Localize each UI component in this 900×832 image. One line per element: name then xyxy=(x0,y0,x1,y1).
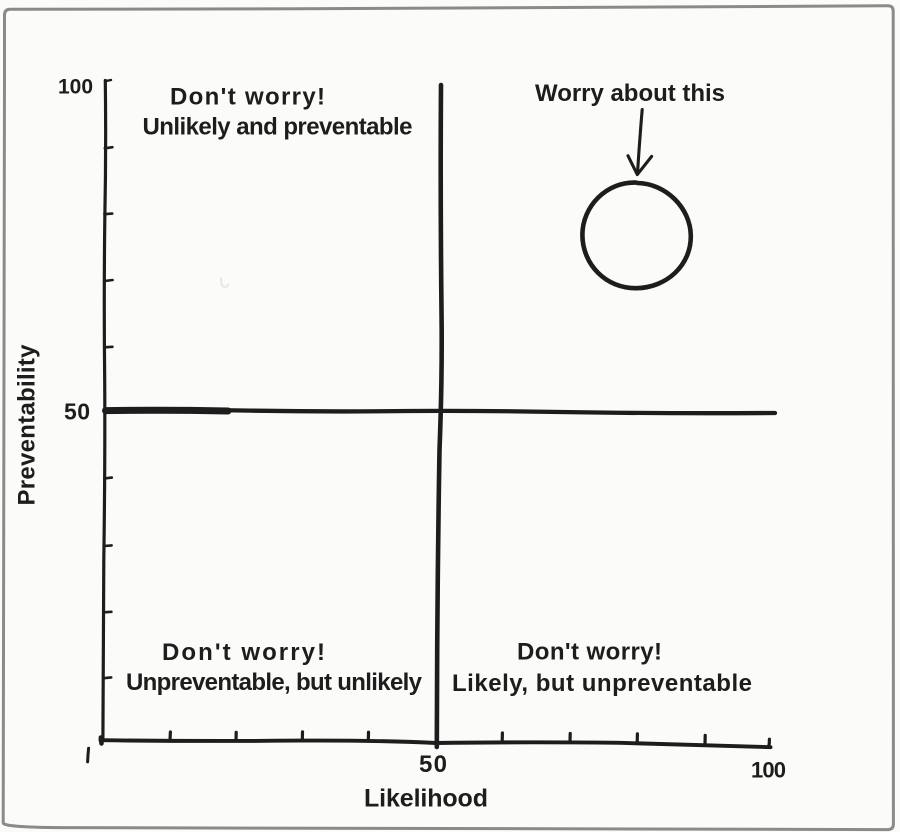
svg-text:Unpreventable, but unlikely: Unpreventable, but unlikely xyxy=(126,669,423,696)
svg-text:Don't worry!: Don't worry! xyxy=(170,84,325,111)
svg-text:Likelihood: Likelihood xyxy=(364,785,488,813)
svg-text:Don't worry!: Don't worry! xyxy=(517,639,662,666)
svg-text:Preventability: Preventability xyxy=(14,344,41,506)
svg-text:100: 100 xyxy=(58,76,93,99)
svg-text:Unlikely and preventable: Unlikely and preventable xyxy=(143,114,413,141)
svg-text:100: 100 xyxy=(751,758,786,783)
svg-text:50: 50 xyxy=(419,751,447,778)
svg-text:Don't worry!: Don't worry! xyxy=(162,639,325,666)
svg-text:Worry about this: Worry about this xyxy=(535,80,725,107)
svg-text:50: 50 xyxy=(64,399,90,425)
svg-text:Likely, but unpreventable: Likely, but unpreventable xyxy=(452,670,752,697)
